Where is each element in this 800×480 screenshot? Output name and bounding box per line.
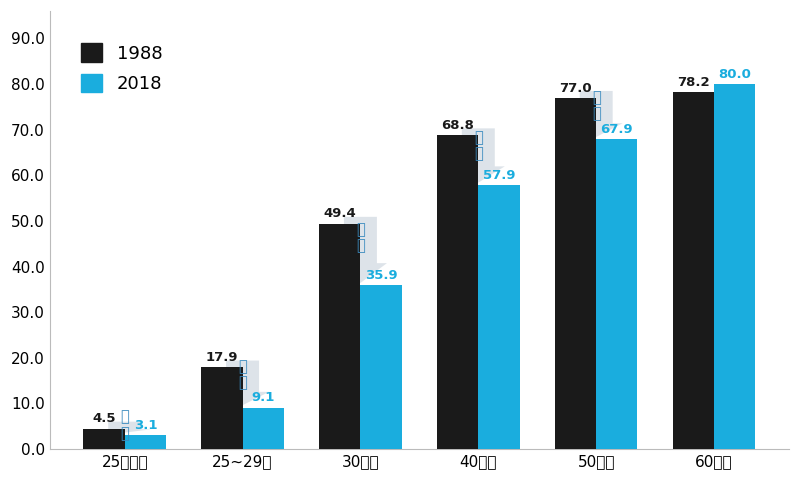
Text: 68.8: 68.8 xyxy=(442,119,474,132)
Bar xyxy=(242,408,284,449)
Bar xyxy=(714,84,755,449)
Text: 57.9: 57.9 xyxy=(482,168,515,182)
Text: 77.0: 77.0 xyxy=(559,82,592,95)
PathPatch shape xyxy=(570,91,622,137)
Text: 減
少: 減 少 xyxy=(238,359,247,390)
Bar xyxy=(319,224,361,449)
PathPatch shape xyxy=(98,421,151,432)
Bar xyxy=(361,285,402,449)
PathPatch shape xyxy=(452,128,505,182)
Bar xyxy=(555,98,596,449)
Text: 80.0: 80.0 xyxy=(718,68,751,81)
Text: 減
少: 減 少 xyxy=(356,222,365,253)
Bar xyxy=(478,185,519,449)
Text: 減
少: 減 少 xyxy=(120,409,129,441)
PathPatch shape xyxy=(334,217,387,283)
Bar xyxy=(596,139,638,449)
Bar xyxy=(83,429,125,449)
Bar xyxy=(202,367,242,449)
Text: 17.9: 17.9 xyxy=(206,351,238,364)
Bar xyxy=(437,135,478,449)
Bar xyxy=(125,435,166,449)
Text: 9.1: 9.1 xyxy=(251,391,275,404)
Text: 78.2: 78.2 xyxy=(677,76,710,89)
Text: 減
少: 減 少 xyxy=(592,90,601,121)
Text: 3.1: 3.1 xyxy=(134,419,157,432)
Legend: 1988, 2018: 1988, 2018 xyxy=(66,29,177,108)
Text: 35.9: 35.9 xyxy=(365,269,398,282)
PathPatch shape xyxy=(216,360,269,405)
Text: 4.5: 4.5 xyxy=(92,412,116,425)
Text: 49.4: 49.4 xyxy=(323,207,356,220)
Text: 67.9: 67.9 xyxy=(601,123,633,136)
Bar xyxy=(673,92,714,449)
Text: 減
少: 減 少 xyxy=(474,130,482,161)
